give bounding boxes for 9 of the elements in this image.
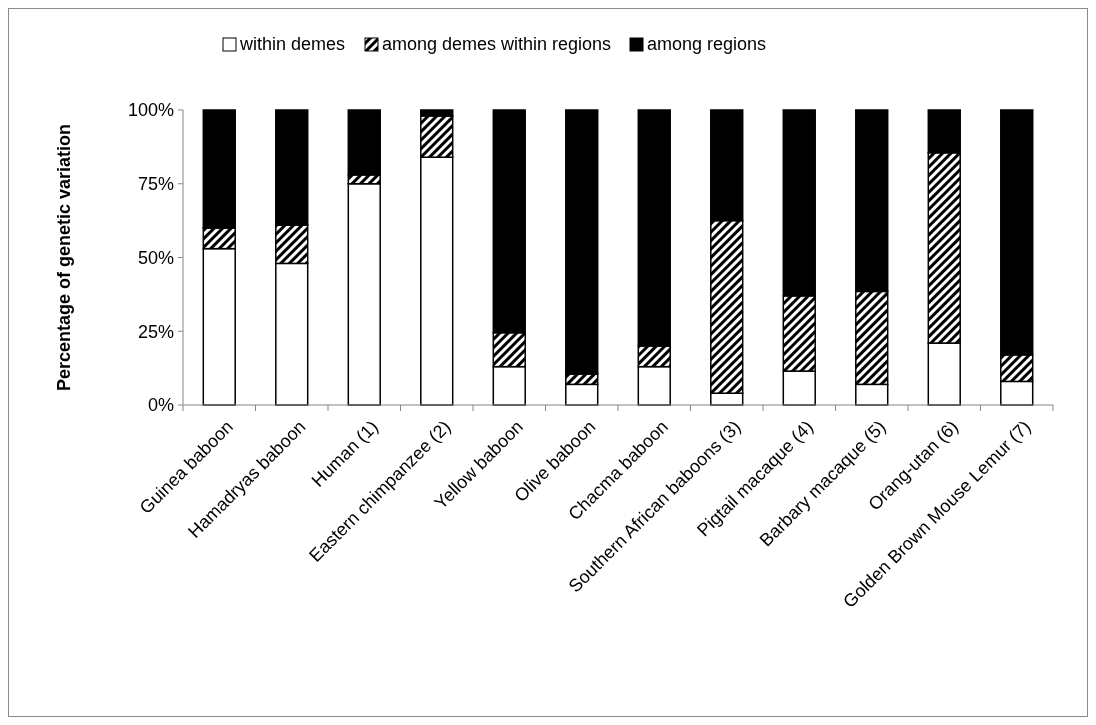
y-tick-label: 25%: [137, 321, 174, 342]
y-tick-label: 75%: [137, 174, 174, 195]
y-axis-title: Percentage of genetic variation: [54, 123, 74, 392]
legend-label: among demes within regions: [382, 34, 612, 54]
legend-label: among regions: [647, 34, 767, 54]
y-tick-label: 50%: [137, 247, 174, 268]
legend-label: within demes: [239, 34, 346, 54]
y-tick-label: 0%: [147, 395, 174, 416]
y-tick-label: 100%: [127, 100, 174, 121]
